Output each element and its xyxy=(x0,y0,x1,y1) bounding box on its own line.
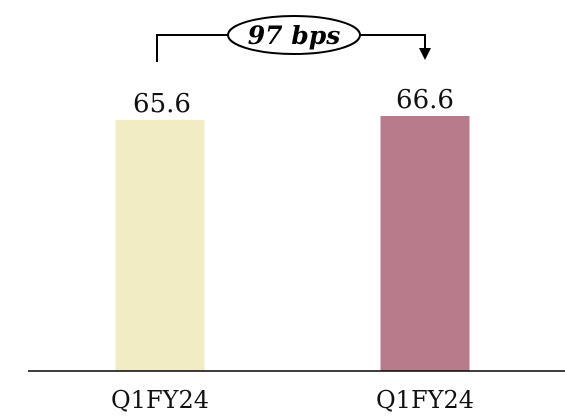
annotation-arrowhead xyxy=(419,48,431,60)
x-tick-label-2: Q1FY24 xyxy=(376,386,474,414)
annotation-connector xyxy=(156,34,426,62)
value-labels-group: 65.6 66.6 xyxy=(133,85,454,119)
bars-group xyxy=(115,116,470,371)
annotation-bubble xyxy=(227,15,361,55)
value-label-2: 66.6 xyxy=(396,85,454,115)
bar-2 xyxy=(380,116,470,371)
x-tick-label-1: Q1FY24 xyxy=(111,386,209,414)
change-annotation: 97 bps xyxy=(156,15,431,62)
annotation-label: 97 bps xyxy=(248,21,341,50)
bar-1 xyxy=(115,119,205,371)
value-label-1: 65.6 xyxy=(133,89,191,119)
x-tick-labels-group: Q1FY24 Q1FY24 xyxy=(111,386,474,414)
